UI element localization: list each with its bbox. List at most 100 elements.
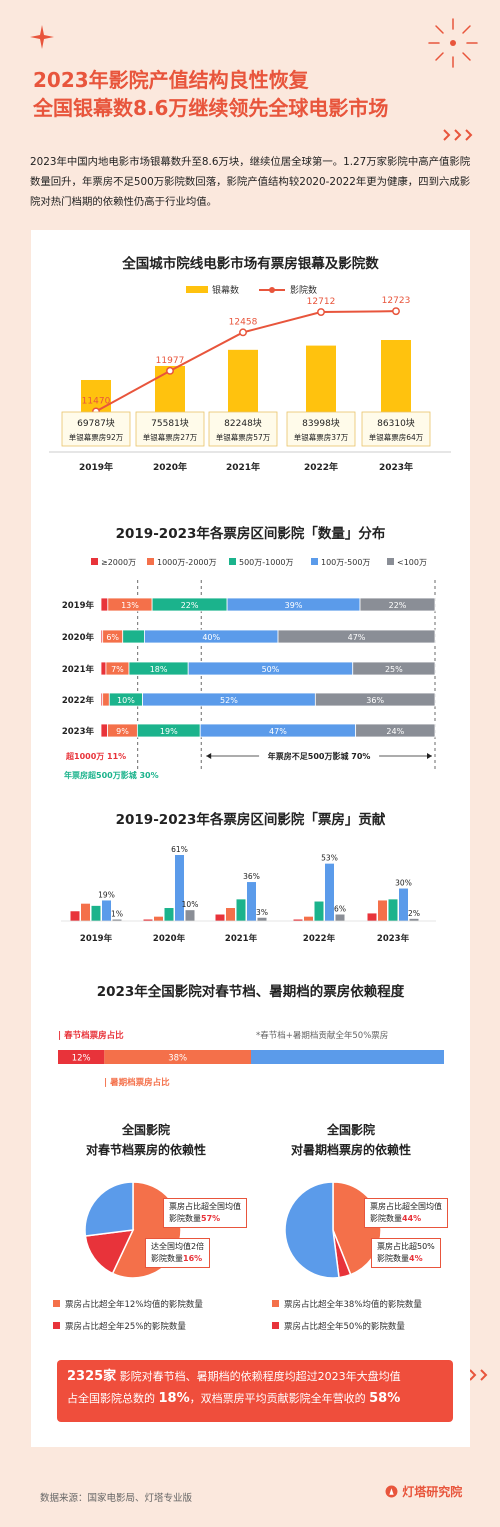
- summer-pie-chart: [284, 1181, 382, 1279]
- pie2-callout2-line2: 影院数量: [377, 1254, 409, 1263]
- x-tick-label: 2020年: [153, 933, 186, 944]
- screen-label-box: [286, 411, 356, 447]
- pie-slice: [84, 1181, 134, 1237]
- contribution-label: 53%: [321, 854, 338, 863]
- legend-swatch: [229, 558, 236, 565]
- pie1-title-line1: 全国影院: [121, 1123, 170, 1137]
- segment-label: 10%: [117, 696, 135, 705]
- pie2-title-line1: 全国影院: [326, 1123, 375, 1137]
- annotation-bg: [259, 749, 380, 762]
- spring-label: | 春节档票房占比: [58, 1031, 124, 1041]
- dependency-segment-label: 12%: [72, 1054, 91, 1064]
- pie2-callout1-line2: 影院数量: [370, 1214, 402, 1223]
- count-distribution-chart: ≥2000万 1000万-2000万 500万-1000万 100万-500万 <100…: [62, 558, 436, 780]
- segment-label: 9%: [116, 727, 129, 736]
- chart2-title: 2019-2023年各票房区间影院「数量」分布: [115, 526, 386, 542]
- contribution-bar: [409, 918, 419, 921]
- legend-swatch: [91, 558, 98, 565]
- cinema-point: [317, 308, 325, 316]
- segment-label: 6%: [106, 633, 119, 642]
- segment-label: 47%: [348, 633, 366, 642]
- pie2-legend-1: 票房占比超全年38%均值的影院数量: [272, 1298, 422, 1310]
- contribution-bar: [335, 914, 345, 921]
- segment-label: 36%: [366, 696, 384, 705]
- pie1-callout2-line1: 达全国均值2倍: [151, 1242, 205, 1251]
- pie1-callout2: 达全国均值2倍 影院数量16%: [145, 1238, 211, 1268]
- pie1-callout1: 票房占比超全国均值 影院数量57%: [163, 1198, 247, 1228]
- contribution-bar: [314, 901, 324, 921]
- dependency-bar: 12% 38%: [58, 1050, 444, 1064]
- legend-cinemas-label: 影院数: [290, 284, 317, 296]
- x-tick-label: 2023年: [377, 933, 410, 944]
- dependency-note: *春节档+暑期档贡献全年50%票房: [256, 1031, 389, 1041]
- pie2-callout2-value: 4%: [409, 1254, 423, 1263]
- screen-count-label: 86310块: [377, 417, 415, 429]
- segment-label: 39%: [285, 601, 303, 610]
- brand-logo: 灯塔研究院: [385, 1483, 462, 1500]
- row-label: 2021年: [62, 664, 95, 675]
- dependency-segment: [104, 1050, 251, 1064]
- contribution-bar: [185, 910, 195, 921]
- legend-cinemas-dot: [269, 287, 275, 293]
- data-source: 数据来源：国家电影局、灯塔专业版: [40, 1493, 193, 1504]
- pie2-title: 全国影院 对暑期档票房的依赖性: [286, 1120, 416, 1160]
- pie2-title-line2: 对暑期档票房的依赖性: [290, 1143, 411, 1157]
- segment-label: 25%: [385, 665, 403, 674]
- pie1-legend-2-label: 票房占比超全年25%的影院数量: [65, 1322, 186, 1332]
- contribution-label: 3%: [256, 908, 268, 917]
- row-label: 2023年: [62, 726, 95, 737]
- pie1-legend-2: 票房占比超全年25%的影院数量: [53, 1320, 186, 1332]
- contribution-bar: [388, 899, 398, 921]
- x-tick-label: 2022年: [304, 461, 338, 473]
- legend-label: 100万-500万: [321, 558, 370, 567]
- contribution-bar: [226, 908, 235, 921]
- contribution-bar: [70, 911, 80, 921]
- x-tick-label: 2022年: [303, 933, 336, 944]
- legend-swatch: [147, 558, 154, 565]
- contribution-bar: [143, 919, 153, 921]
- contribution-bar: [325, 863, 334, 921]
- per-screen-label: 单银幕票房92万: [69, 432, 124, 442]
- legend-swatch: [311, 558, 318, 565]
- firework-decoration-icon: [428, 18, 478, 68]
- contribution-label: 6%: [334, 905, 346, 914]
- legend-swatch: [387, 558, 394, 565]
- contribution-bar: [102, 900, 111, 921]
- annotation-under500: 年票房不足500万影城 70%: [268, 751, 371, 761]
- summary-banner: 2325家 影院对春节档、暑期档的依赖程度均超过2023年大盘均值 占全国影院总…: [57, 1360, 453, 1422]
- contribution-bar: [399, 888, 408, 921]
- banner-pct1: 18%: [158, 1391, 190, 1406]
- legend-label: 500万-1000万: [239, 558, 294, 567]
- pie2-legend-1-label: 票房占比超全年38%均值的影院数量: [284, 1300, 422, 1310]
- contribution-bar: [164, 908, 174, 921]
- pie2-callout2-line1: 票房占比超50%: [377, 1242, 435, 1251]
- pie2-callout2: 票房占比超50% 影院数量4%: [371, 1238, 441, 1268]
- boxoffice-contribution-chart: 19% 1% 2019年 61% 10% 2020年 36% 3% 2021年 53% 6% 2022…: [61, 845, 436, 944]
- screen-count-label: 75581块: [151, 417, 189, 429]
- pie2-legend-2: 票房占比超全年50%的影院数量: [272, 1320, 405, 1332]
- stack-segment: [352, 661, 436, 676]
- spring-pie-chart: [84, 1181, 182, 1279]
- stack-segment: [359, 597, 436, 612]
- range-arrow-head-right: [427, 753, 432, 759]
- lighthouse-logo-icon: [385, 1485, 398, 1498]
- legend-screens-label: 银幕数: [212, 284, 239, 296]
- stack-segment: [314, 692, 436, 707]
- stack-segment: [355, 723, 436, 738]
- x-tick-label: 2021年: [226, 461, 260, 473]
- dependency-segment-label: 38%: [168, 1054, 187, 1064]
- banner-text2b: ，双档票房平均贡献影院全年营收的: [189, 1392, 370, 1405]
- pie2-callout1: 票房占比超全国均值 影院数量44%: [364, 1198, 448, 1228]
- stack-segment: [100, 661, 107, 676]
- page-title-line2: 全国银幕数8.6万继续领先全球电影市场: [33, 96, 389, 120]
- row-label: 2022年: [62, 695, 95, 706]
- screen-count-label: 83998块: [302, 417, 340, 429]
- contribution-bar: [367, 913, 377, 921]
- legend-label: 1000万-2000万: [157, 558, 217, 567]
- contribution-bar: [175, 855, 184, 921]
- pie2-callout1-value: 44%: [402, 1214, 422, 1223]
- contribution-label: 30%: [395, 879, 412, 888]
- segment-label: 47%: [269, 727, 287, 736]
- screen-label-box: [208, 411, 278, 447]
- segment-label: 40%: [202, 633, 220, 642]
